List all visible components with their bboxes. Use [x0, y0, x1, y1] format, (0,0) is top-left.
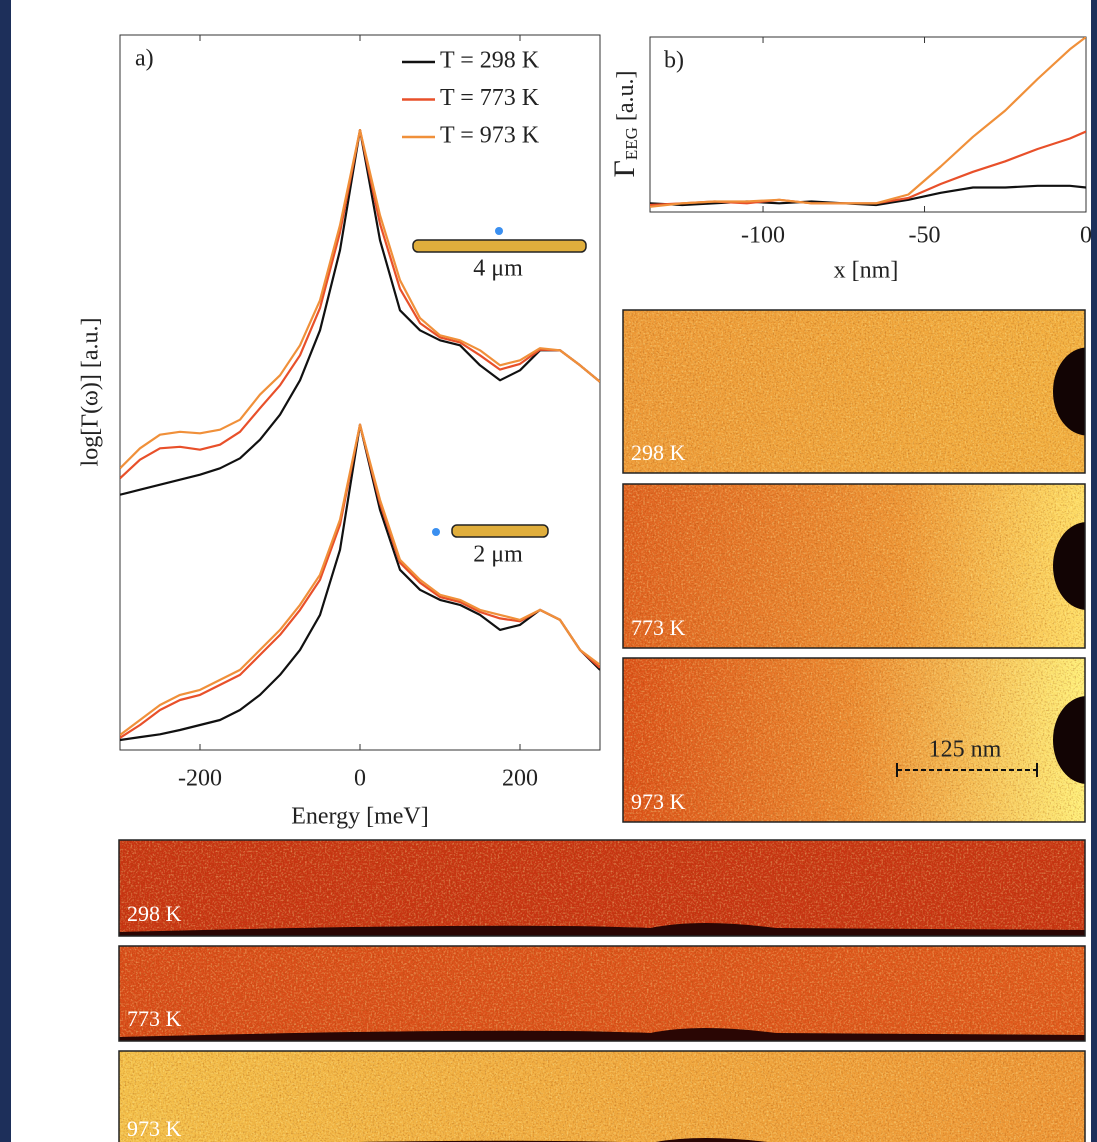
- x-tick-label: -50: [909, 223, 941, 249]
- x-axis-label: x [nm]: [834, 258, 899, 284]
- panel-label: a): [135, 46, 154, 72]
- image-panel: 298 K: [118, 839, 1086, 937]
- line-series: [650, 37, 1086, 208]
- y-axis-label: ΓEEG [a.u.]: [608, 70, 641, 177]
- plot-frame: [649, 36, 1087, 213]
- emitter-dot: [495, 227, 503, 235]
- image-label: 773 K: [127, 1006, 182, 1031]
- legend-label: T = 773 K: [440, 85, 540, 111]
- image-content: [119, 840, 1085, 936]
- x-tick-label: 0: [1080, 223, 1092, 249]
- image-label: 298 K: [127, 901, 182, 926]
- y-label-unit: [a.u.]: [613, 70, 639, 121]
- image-panel: 773 K: [622, 483, 1086, 649]
- image-content: [623, 484, 1085, 648]
- image-content: [119, 1051, 1085, 1142]
- image-panel: 298 K: [622, 309, 1086, 474]
- line-series: [120, 129, 600, 496]
- series-group: [650, 37, 1086, 208]
- emitter-dot: [432, 528, 440, 536]
- y-label-symbol: Γ: [608, 160, 641, 177]
- scale-bar-label: 125 nm: [929, 737, 1002, 763]
- line-series: [650, 130, 1086, 207]
- y-axis-label: log[Γ(ω)] [a.u.]: [78, 318, 104, 467]
- image-label: 973 K: [631, 789, 686, 814]
- image-content: [623, 310, 1085, 473]
- image-noise: [119, 840, 1085, 936]
- rod-icon: [412, 239, 587, 253]
- image-label: 773 K: [631, 615, 686, 640]
- image-frame: [622, 657, 1086, 823]
- x-tick-label: -100: [741, 223, 785, 249]
- image-noise: [623, 658, 1085, 822]
- annotation: 2 μm: [473, 542, 523, 568]
- y-label-subscript: EEG: [622, 127, 641, 160]
- particle: [1053, 522, 1085, 610]
- x-axis-label: Energy [meV]: [291, 804, 429, 830]
- line-series: [120, 129, 600, 470]
- series-group: [120, 129, 600, 742]
- image-label: 298 K: [631, 440, 686, 465]
- image-noise: [623, 310, 1085, 473]
- image-noise: [623, 484, 1085, 648]
- image-frame: [622, 309, 1086, 474]
- particle-edge: [119, 1028, 1085, 1041]
- rod-icon: [451, 524, 549, 538]
- image-panel: 973 K: [118, 1050, 1086, 1142]
- image-panel: 973 K: [622, 657, 1086, 823]
- image-frame: [118, 839, 1086, 937]
- panel-label: b): [664, 48, 684, 74]
- x-tick-label: -200: [178, 766, 222, 792]
- annotation: 4 μm: [473, 256, 523, 282]
- image-content: [623, 658, 1085, 822]
- particle-edge: [357, 1138, 768, 1142]
- x-tick-label: 0: [354, 766, 366, 792]
- image-label: 973 K: [127, 1116, 182, 1141]
- particle-edge: [119, 923, 1085, 936]
- frame-left: [0, 0, 11, 1142]
- x-tick-label: 200: [502, 766, 538, 792]
- frame-right: [1091, 0, 1097, 1142]
- particle: [1053, 696, 1085, 784]
- legend-label: T = 298 K: [440, 48, 540, 74]
- legend-label: T = 973 K: [440, 123, 540, 149]
- image-noise: [119, 946, 1085, 1041]
- image-noise: [119, 1051, 1085, 1142]
- image-panel: 773 K: [118, 945, 1086, 1042]
- image-content: [119, 946, 1085, 1041]
- particle: [1053, 347, 1085, 436]
- image-frame: [118, 945, 1086, 1042]
- image-frame: [622, 483, 1086, 649]
- line-series: [120, 423, 600, 736]
- image-frame: [118, 1050, 1086, 1142]
